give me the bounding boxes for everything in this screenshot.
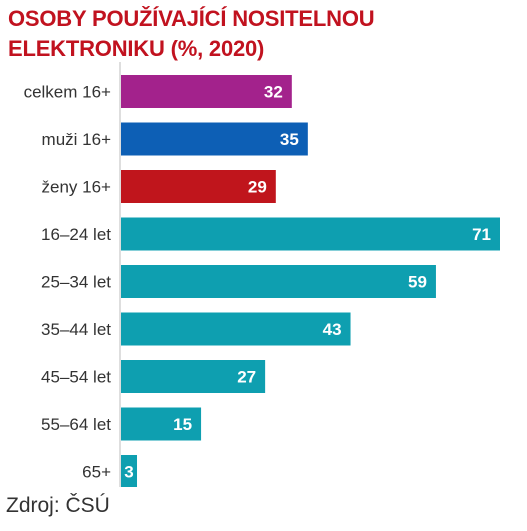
bar <box>121 407 202 441</box>
value-label: 32 <box>264 83 283 102</box>
category-label: 55–64 let <box>41 415 111 434</box>
category-label: ženy 16+ <box>42 178 112 197</box>
chart-title-line-2: ELEKTRONIKU (%, 2020) <box>8 36 265 61</box>
value-label: 3 <box>124 463 133 482</box>
bar <box>121 455 138 487</box>
bar <box>121 122 308 156</box>
value-label: 35 <box>280 130 299 149</box>
bar <box>121 75 292 108</box>
bar-chart: celkem 16+ 32 muži 16+ 35 ženy 16+ 29 16–24 le… <box>24 62 500 487</box>
bar <box>121 170 276 203</box>
value-label: 43 <box>323 320 342 339</box>
category-label: 25–34 let <box>41 273 111 292</box>
bar <box>121 265 436 298</box>
chart-title: OSOBY POUŽÍVAJÍCÍ NOSITELNOU ELEKTRONIKU… <box>8 4 518 64</box>
bar <box>121 217 500 251</box>
value-label: 29 <box>248 178 267 197</box>
category-label: celkem 16+ <box>24 83 111 102</box>
category-label: 65+ <box>82 463 111 482</box>
source-note: Zdroj: ČSÚ <box>6 494 110 517</box>
category-label: 35–44 let <box>41 320 111 339</box>
category-label: muži 16+ <box>42 130 112 149</box>
bar <box>121 312 351 346</box>
value-label: 27 <box>237 368 256 387</box>
chart-title-line-1: OSOBY POUŽÍVAJÍCÍ NOSITELNOU <box>8 6 375 31</box>
bar <box>121 360 266 393</box>
value-label: 71 <box>472 225 491 244</box>
category-label: 45–54 let <box>41 368 111 387</box>
value-label: 59 <box>408 273 427 292</box>
value-label: 15 <box>173 415 192 434</box>
category-label: 16–24 let <box>41 225 111 244</box>
